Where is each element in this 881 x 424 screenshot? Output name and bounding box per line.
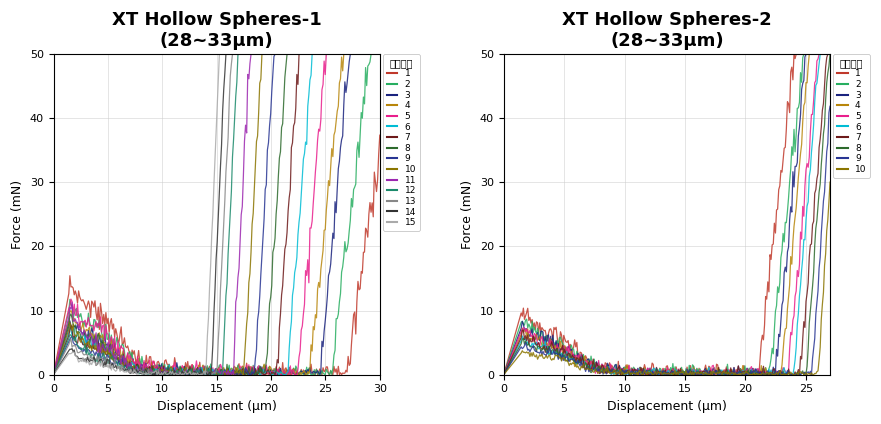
X-axis label: Displacement (μm): Displacement (μm) — [607, 400, 727, 413]
Legend: 1, 2, 3, 4, 5, 6, 7, 8, 9, 10: 1, 2, 3, 4, 5, 6, 7, 8, 9, 10 — [833, 54, 870, 178]
Y-axis label: Force (mN): Force (mN) — [462, 180, 474, 249]
Title: XT Hollow Spheres-2
(28~33μm): XT Hollow Spheres-2 (28~33μm) — [562, 11, 772, 50]
Y-axis label: Force (mN): Force (mN) — [11, 180, 24, 249]
X-axis label: Displacement (μm): Displacement (μm) — [157, 400, 277, 413]
Title: XT Hollow Spheres-1
(28~33μm): XT Hollow Spheres-1 (28~33μm) — [112, 11, 322, 50]
Legend: 1, 2, 3, 4, 5, 6, 7, 8, 9, 10, 11, 12, 13, 14, 15: 1, 2, 3, 4, 5, 6, 7, 8, 9, 10, 11, 12, 1… — [383, 54, 420, 231]
